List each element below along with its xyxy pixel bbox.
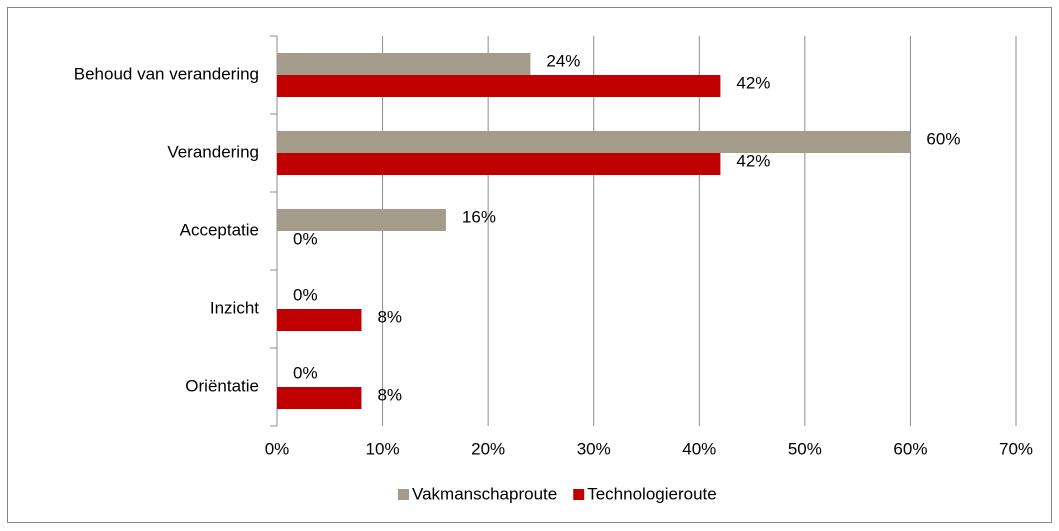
data-label: 8% [377,385,402,404]
y-tick-label: Oriëntatie [185,376,259,395]
data-label: 42% [736,73,770,92]
bar [277,209,446,231]
x-tick-label: 20% [471,439,505,458]
x-tick-label: 0% [265,439,290,458]
y-tick-label: Inzicht [210,298,259,317]
bar [277,75,721,97]
data-label: 24% [546,51,580,70]
data-label: 16% [462,207,496,226]
data-label: 42% [736,151,770,170]
x-tick-label: 10% [366,439,400,458]
legend-swatch [573,489,585,500]
bar [277,53,531,75]
y-tick-label: Acceptatie [180,220,259,239]
x-tick-label: 30% [577,439,611,458]
bar [277,153,721,175]
x-tick-label: 70% [999,439,1033,458]
bar [277,387,362,409]
bar [277,309,362,331]
x-tick-label: 50% [788,439,822,458]
data-label: 8% [377,307,402,326]
bar [277,131,911,153]
x-tick-label: 60% [893,439,927,458]
legend-label: Technologieroute [587,484,716,503]
data-label: 0% [293,363,318,382]
y-tick-label: Behoud van verandering [74,64,259,83]
data-label: 0% [293,285,318,304]
data-label: 60% [926,129,960,148]
legend-label: Vakmanschaproute [412,484,557,503]
y-tick-label: Verandering [167,142,259,161]
x-tick-label: 40% [682,439,716,458]
legend-swatch [398,489,409,500]
data-label: 0% [293,229,318,248]
